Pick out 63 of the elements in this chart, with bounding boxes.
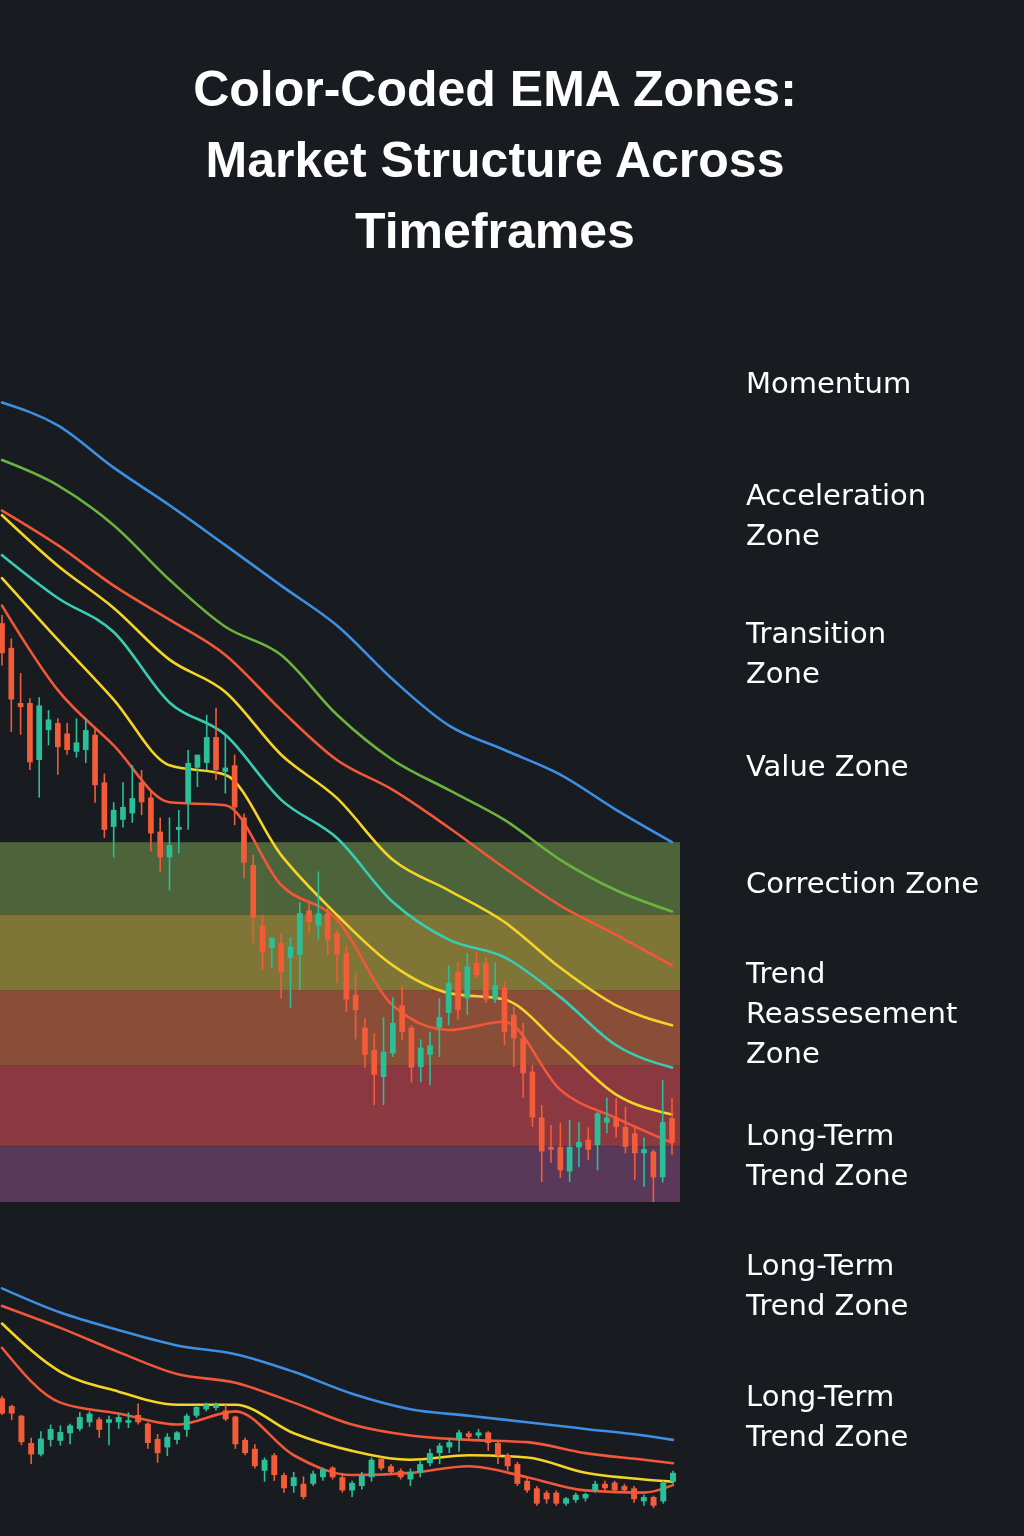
candlestick [548,1124,554,1164]
candlestick [456,1429,463,1453]
candlestick [129,764,136,824]
candlestick [0,1395,5,1416]
candlestick [261,1456,268,1483]
candlestick [585,1126,592,1161]
candlestick [660,1479,667,1505]
text: Long-Term Trend Zone [745,1379,909,1453]
candlestick [557,1121,564,1179]
text: Trend Reassesement Zone [745,956,958,1070]
candlestick [576,1121,582,1169]
candlestick [271,1452,278,1482]
candlestick [57,1424,64,1447]
candlestick [135,1402,142,1426]
candlestick [47,1423,54,1448]
candlestick [183,1412,190,1438]
candlestick [368,1456,375,1483]
text: Long-Term Trend Zone [745,1118,909,1192]
candlestick [533,1485,540,1507]
text: Correction Zone [746,866,980,900]
candlestick [485,1430,492,1452]
candlestick [154,1433,161,1464]
candlestick [96,1416,103,1439]
candlestick [73,717,80,759]
candlestick [281,1472,287,1494]
candlestick [175,809,182,855]
candlestick [164,1432,171,1457]
candlestick [334,929,340,984]
text: Momentum [746,366,912,400]
candlestick [436,1442,443,1465]
candlestick [64,722,70,756]
candlestick [604,1096,610,1135]
candlestick [67,1422,74,1446]
candlestick [613,1097,620,1139]
candlestick [417,1038,424,1084]
text: Acceleration Zone [746,478,927,552]
candlestick [427,1030,433,1086]
candlestick [251,1443,258,1470]
candlestick [82,717,89,764]
candlestick [106,1414,112,1446]
candlestick [144,1421,151,1450]
candlestick [120,781,126,829]
text: Value Zone [746,749,909,783]
candlestick [269,936,275,969]
candlestick [76,1411,83,1432]
candlestick [300,1475,307,1501]
candlestick [641,1136,647,1188]
candlestick [37,1430,44,1457]
candlestick [45,709,52,747]
candlestick [306,901,312,934]
candlestick [110,801,117,859]
candlestick [222,733,229,795]
candlestick [514,1461,521,1487]
chart-title: Color-Coded EMA Zones: Market Structure Across Timeframes [193,61,797,260]
text: Long-Term Trend Zone [745,1248,909,1322]
candlestick [28,1436,35,1465]
candlestick [492,962,499,1004]
candlestick [510,1006,517,1068]
candlestick [290,1471,297,1494]
candlestick [315,870,322,941]
candlestick [473,951,480,980]
candlestick [436,997,443,1058]
text: Transition Zone [745,616,887,690]
